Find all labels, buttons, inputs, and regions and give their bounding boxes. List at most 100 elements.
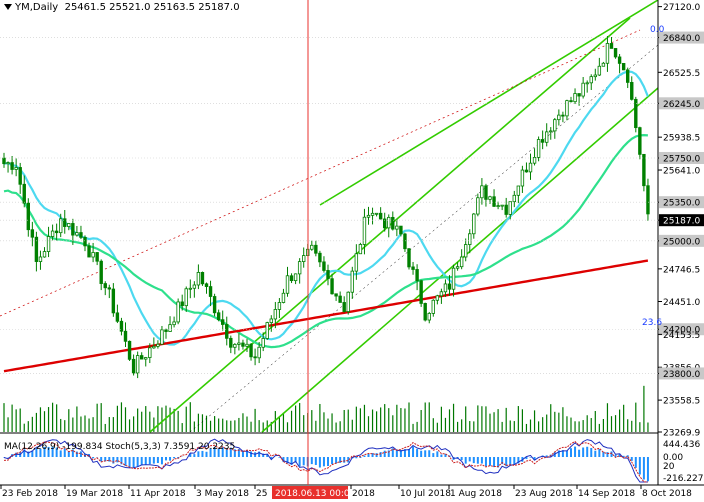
candle-body (415, 269, 419, 282)
indicator-label: MA(12,26,9) -199.834 Stoch(5,3,3) 7.3591… (4, 442, 235, 452)
ohlc-open: 25461.5 (64, 2, 106, 13)
candle-body (540, 139, 545, 143)
candle-body (508, 201, 512, 215)
candle-body (435, 295, 440, 301)
price-label-box (659, 97, 704, 110)
candle-body (54, 230, 59, 234)
price-label-box (659, 31, 704, 44)
candle-body (597, 65, 602, 76)
candle-body (634, 98, 638, 129)
candle-body (188, 287, 192, 290)
candle-body (585, 82, 589, 85)
fib-label-top: 0.0 (650, 25, 665, 35)
candle-body (569, 100, 573, 103)
candle-body (237, 342, 241, 345)
candle-body (285, 275, 290, 294)
candle-body (10, 162, 14, 170)
dropdown-triangle-icon[interactable] (4, 4, 12, 10)
candle-body (504, 204, 508, 215)
candle-body (293, 273, 298, 282)
candle-body (144, 357, 148, 360)
moving-averages (3, 70, 649, 373)
candle-body (330, 278, 334, 295)
date-tick-label: 23 Feb 2018 (2, 489, 58, 499)
candle-body (581, 82, 585, 97)
candle-body (601, 62, 606, 67)
price-label-box (659, 196, 704, 209)
candle-body (403, 233, 407, 250)
candle-body (119, 320, 124, 332)
candle-body (99, 260, 103, 284)
date-tick-label: 8 Oct 2018 (642, 489, 692, 499)
candle-body (156, 343, 160, 347)
candle-body (160, 329, 164, 345)
candle-body (557, 114, 561, 121)
price-axis: 27120.0 26840.0 26525.5 26245.0 25938.5 25750… (0, 0, 704, 486)
candle-body (447, 283, 452, 290)
candle-body (455, 266, 460, 269)
ma-green-line (3, 133, 648, 349)
candle-body (261, 338, 265, 348)
candle-body (382, 218, 387, 229)
candle-body (322, 261, 326, 271)
candle-body (573, 93, 577, 103)
candle-body (496, 205, 500, 207)
candle-body (111, 288, 116, 314)
candle-body (277, 302, 282, 310)
candle-body (204, 283, 209, 287)
candle-body (180, 301, 184, 307)
price-tick-label: 24153.5 (663, 331, 700, 341)
candle-body (370, 212, 375, 216)
candle-body (621, 63, 626, 71)
candle-body (200, 272, 205, 285)
candle-body (431, 299, 435, 314)
candle-body (281, 292, 286, 303)
price-tick-label: 25641.0 (663, 167, 700, 177)
candle-body (22, 183, 26, 204)
candle-body (257, 346, 261, 359)
candle-body (164, 329, 168, 332)
candle-body (139, 355, 144, 360)
candle-body (520, 169, 525, 187)
candle-body (208, 286, 213, 297)
date-tick-label: 25 (256, 489, 267, 499)
candle-body (245, 343, 249, 347)
candle-body (427, 313, 431, 321)
price-tick-label: 24200.0 (663, 326, 700, 336)
candle-body (225, 324, 229, 339)
price-label-box (659, 151, 704, 164)
price-tick-label: 24451.0 (663, 298, 700, 308)
candle-body (528, 162, 533, 173)
candle-body (617, 56, 622, 64)
volume-bars (3, 385, 649, 432)
candle-body (289, 275, 294, 282)
candle-body (42, 251, 47, 258)
candle-body (148, 347, 152, 358)
price-tick-label: 26525.5 (663, 69, 700, 79)
candle-body (314, 244, 318, 254)
candle-body (192, 284, 197, 289)
candle-body (439, 291, 444, 297)
candle-body (378, 212, 383, 220)
price-tick-label: 23269.9 (663, 429, 700, 439)
candle-body (18, 167, 22, 185)
candle-body (605, 43, 610, 64)
price-tick-label: 25000.0 (663, 237, 700, 247)
candle-body (366, 214, 371, 218)
candle-body (83, 236, 87, 247)
candle-body (516, 185, 521, 196)
candle-body (91, 252, 95, 258)
candle-body (549, 130, 553, 133)
candle-body (38, 256, 43, 262)
candle-body (14, 167, 18, 170)
candle-body (152, 345, 156, 349)
candle-body (362, 216, 367, 245)
price-label-box (659, 214, 704, 227)
candle-body (229, 337, 233, 348)
candle-body (71, 223, 75, 236)
candle-body (472, 213, 476, 235)
fib-label-bottom: 23.6 (642, 318, 662, 328)
candle-body (103, 283, 107, 289)
candle-body (561, 114, 565, 117)
